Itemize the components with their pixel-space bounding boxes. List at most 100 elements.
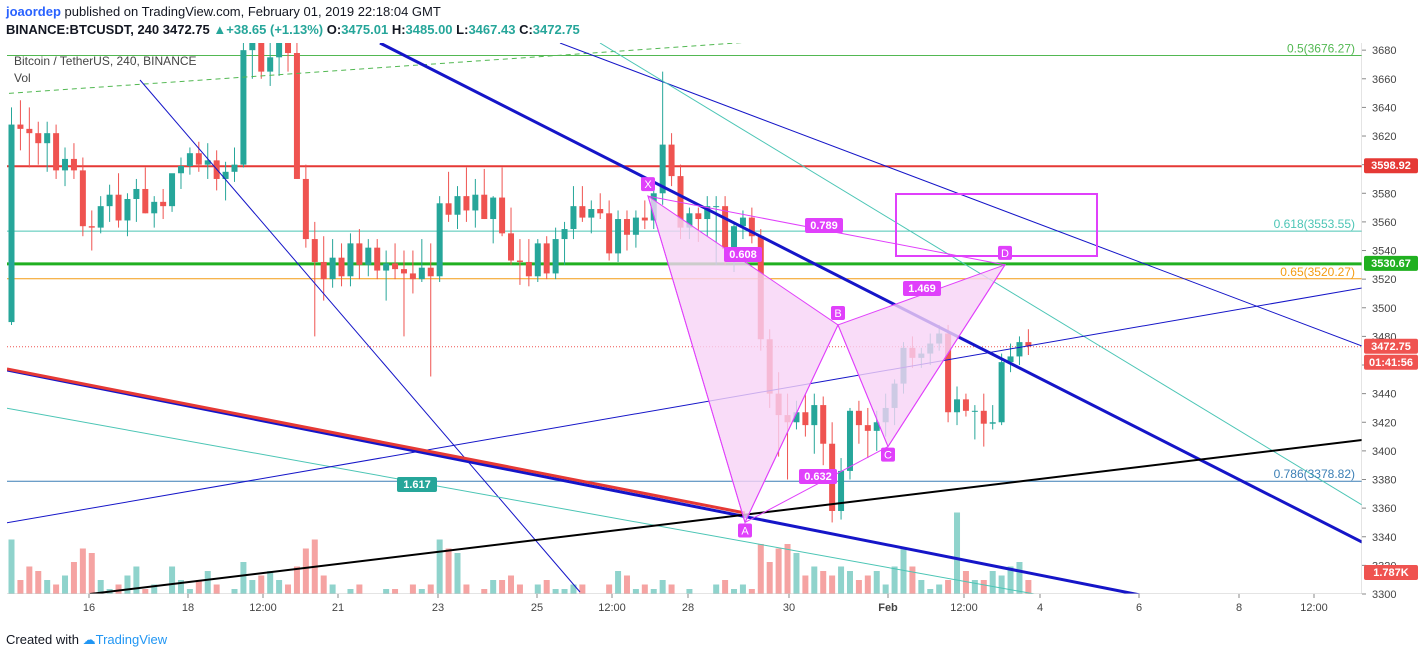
fib-label: 0.786(3378.82): [1274, 467, 1355, 481]
candle-body: [615, 219, 622, 254]
volume-bar: [133, 566, 140, 594]
candle-body: [70, 158, 77, 171]
volume-bar: [320, 575, 327, 594]
candle-body: [17, 124, 24, 129]
volume-bar: [623, 575, 630, 594]
volume-tag: 1.787K: [1373, 567, 1409, 579]
candle-body: [525, 261, 532, 277]
candle-body: [365, 247, 372, 265]
candle-body: [445, 203, 452, 215]
volume-bar: [668, 584, 675, 594]
candle-body: [258, 43, 265, 72]
high-value: 3485.00: [405, 22, 453, 37]
close-value: 3472.75: [532, 22, 580, 37]
volume-bar: [606, 584, 613, 594]
y-tick-label: 3660: [1372, 74, 1396, 86]
candle-body: [26, 128, 33, 134]
volume-bar: [927, 589, 934, 594]
candle-body: [677, 176, 684, 228]
pattern-point-d: D: [1001, 248, 1009, 260]
volume-bar: [980, 580, 987, 594]
y-tick-label: 3300: [1372, 589, 1396, 601]
volume-bar: [882, 584, 889, 594]
volume-bar: [142, 589, 149, 594]
pattern-point-box: [641, 177, 655, 192]
volume-bar: [864, 575, 871, 594]
close-label: C:: [519, 22, 533, 37]
volume-bar: [570, 584, 577, 594]
candle-body: [8, 124, 15, 323]
volume-bar: [766, 562, 773, 594]
fib-label: 0.618(3553.55): [1274, 217, 1355, 231]
blue-uptrend-line: [7, 287, 1362, 524]
volume-bar: [258, 575, 265, 594]
volume-bar: [918, 580, 925, 594]
volume-bar: [962, 571, 969, 594]
candle-body: [374, 247, 381, 271]
candle-body: [347, 243, 354, 277]
pattern-point-c: C: [884, 450, 892, 462]
pattern-ac-line: [744, 446, 889, 523]
candle-body: [739, 217, 746, 227]
x-tick-label: 4: [1037, 602, 1043, 614]
volume-bar: [409, 584, 416, 594]
y-tick-label: 3380: [1372, 475, 1396, 487]
tradingview-logo-icon[interactable]: ☁: [82, 632, 96, 647]
volume-bar: [508, 575, 515, 594]
volume-bar: [873, 571, 880, 594]
footer: Created with ☁TradingView: [6, 632, 167, 648]
candle-body: [97, 206, 104, 228]
candle-body: [276, 43, 283, 58]
countdown-tag: 01:41:56: [1369, 357, 1413, 369]
candle-body: [106, 194, 113, 207]
volume-bar: [579, 584, 586, 594]
candle-body: [311, 239, 318, 262]
volume-bar: [276, 580, 283, 594]
dashed-green-trendline: [7, 43, 744, 95]
volume-bar: [374, 593, 381, 594]
chart-canvas[interactable]: 0.5(3676.27) 0.618(3553.55) 0.65(3520.27) 0…: [0, 40, 1426, 626]
volume-bar: [240, 562, 247, 594]
candle-body: [88, 226, 95, 228]
candle-body: [436, 203, 443, 277]
volume-bar: [365, 593, 372, 594]
last-price-tag: 3472.75: [1371, 341, 1411, 353]
published-text: published on TradingView.com, February 0…: [64, 4, 441, 19]
candle-body: [293, 53, 300, 179]
candle-body: [79, 170, 86, 227]
volume-bar: [838, 566, 845, 594]
volume-bar: [17, 580, 24, 594]
symbol-info: BINANCE:BTCUSDT, 240 3472.75 ▲+38.65 (+1…: [6, 22, 580, 37]
volume-bar: [659, 580, 666, 594]
y-tick-label: 3420: [1372, 417, 1396, 429]
username[interactable]: joaordep: [6, 4, 61, 19]
volume-bar: [463, 584, 470, 594]
volume-bar: [534, 584, 541, 594]
volume-bar: [650, 589, 657, 594]
x-tick-label: 30: [783, 602, 795, 614]
volume-bar: [757, 544, 764, 594]
candle-body: [302, 178, 309, 240]
candle-body: [623, 219, 630, 235]
candle-body: [481, 194, 488, 220]
volume-bar: [775, 548, 782, 594]
volume-bar: [454, 553, 461, 594]
volume-bar: [552, 589, 559, 594]
candle-body: [543, 243, 550, 274]
y-tick-label: 3360: [1372, 503, 1396, 515]
candle-body: [722, 206, 729, 250]
candle-body: [133, 188, 140, 199]
extension-label-box: [397, 477, 437, 492]
y-tick-label: 3540: [1372, 246, 1396, 258]
x-tick-label: 12:00: [249, 602, 277, 614]
pattern-ratio: 0.789: [810, 220, 838, 232]
volume-bar: [1016, 562, 1023, 594]
tradingview-brand[interactable]: TradingView: [95, 632, 168, 647]
open-label: O:: [326, 22, 342, 37]
x-tick-label: 8: [1236, 602, 1242, 614]
volume-bar: [945, 580, 952, 594]
volume-bar: [115, 584, 122, 594]
volume-bar: [267, 571, 274, 594]
volume-bar: [641, 584, 648, 594]
cyan-line-lower: [7, 407, 1038, 594]
